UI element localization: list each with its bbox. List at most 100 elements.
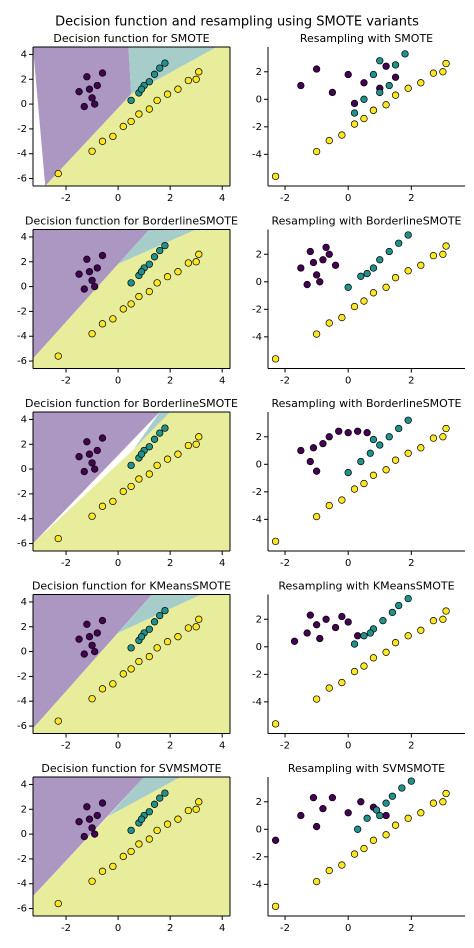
x-tick-label: 2 bbox=[408, 558, 414, 569]
y-tick-label: -4 bbox=[252, 879, 262, 890]
point bbox=[88, 94, 96, 102]
point bbox=[75, 818, 83, 826]
y-tick-label: -2 bbox=[252, 122, 262, 133]
y-tick-label: -2 bbox=[17, 489, 27, 500]
point bbox=[137, 450, 146, 458]
point bbox=[135, 840, 143, 848]
point bbox=[150, 800, 159, 808]
point bbox=[312, 822, 321, 831]
point bbox=[88, 276, 96, 285]
x-tick-label: 2 bbox=[408, 741, 414, 752]
point bbox=[439, 433, 447, 441]
point bbox=[83, 620, 91, 628]
point bbox=[184, 259, 193, 267]
point bbox=[80, 467, 88, 476]
y-tick-label: 0 bbox=[256, 824, 262, 835]
point bbox=[344, 809, 352, 817]
point bbox=[357, 457, 365, 466]
point bbox=[372, 806, 381, 814]
point bbox=[331, 261, 340, 269]
point bbox=[137, 268, 146, 276]
point bbox=[442, 242, 450, 250]
point bbox=[391, 456, 400, 464]
decision-region bbox=[33, 594, 152, 729]
point bbox=[80, 832, 88, 841]
point bbox=[344, 283, 352, 291]
point bbox=[83, 255, 91, 263]
point bbox=[127, 665, 135, 673]
point bbox=[156, 429, 164, 437]
x-tick-label: 2 bbox=[167, 376, 173, 387]
subplot-title: Resampling with BorderlineSMOTE bbox=[271, 215, 461, 228]
point bbox=[404, 449, 412, 457]
point bbox=[192, 623, 200, 631]
point bbox=[271, 836, 280, 844]
point bbox=[195, 68, 203, 76]
point bbox=[127, 96, 135, 105]
decision-region bbox=[133, 412, 171, 450]
point bbox=[325, 501, 333, 510]
point bbox=[369, 471, 378, 479]
y-tick-label: 0 bbox=[21, 647, 27, 658]
point bbox=[360, 479, 368, 488]
point bbox=[417, 626, 425, 634]
point bbox=[91, 465, 99, 473]
y-tick-label: 2 bbox=[256, 432, 262, 443]
y-tick-label: 0 bbox=[256, 94, 262, 105]
subplot-title: Resampling with SMOTE bbox=[300, 32, 433, 45]
point bbox=[391, 821, 400, 829]
point bbox=[325, 319, 333, 327]
point bbox=[385, 433, 393, 441]
point bbox=[369, 70, 378, 79]
point bbox=[145, 625, 153, 633]
point bbox=[398, 784, 406, 792]
point bbox=[80, 102, 88, 111]
y-tick-label: 0 bbox=[21, 829, 27, 840]
point bbox=[325, 433, 333, 441]
point bbox=[338, 678, 346, 687]
point bbox=[335, 427, 343, 435]
point bbox=[309, 444, 318, 452]
point bbox=[85, 450, 94, 458]
x-tick-label: -2 bbox=[280, 193, 290, 204]
point bbox=[376, 441, 384, 449]
point bbox=[391, 61, 400, 69]
point bbox=[163, 638, 172, 646]
point bbox=[306, 247, 314, 256]
decision-region bbox=[33, 777, 145, 897]
point bbox=[145, 470, 153, 478]
y-tick-label: -4 bbox=[252, 697, 262, 708]
point bbox=[382, 62, 390, 70]
y-tick-label: 4 bbox=[21, 49, 27, 60]
y-tick-label: -2 bbox=[17, 306, 27, 317]
point bbox=[93, 629, 101, 637]
point bbox=[429, 251, 438, 260]
point bbox=[150, 435, 159, 443]
subplot-title: Decision function for BorderlineSMOTE bbox=[25, 397, 238, 410]
y-tick-label: 0 bbox=[256, 642, 262, 653]
y-tick-label: -6 bbox=[17, 356, 27, 367]
y-tick-label: -2 bbox=[17, 854, 27, 865]
point bbox=[271, 355, 280, 363]
x-tick-label: 2 bbox=[408, 376, 414, 387]
point bbox=[442, 607, 450, 615]
point bbox=[439, 798, 447, 806]
point bbox=[137, 85, 146, 93]
point bbox=[379, 616, 387, 625]
point bbox=[153, 461, 161, 470]
point bbox=[325, 250, 333, 258]
point bbox=[174, 268, 182, 276]
point bbox=[404, 416, 412, 424]
point bbox=[153, 96, 161, 105]
point bbox=[404, 632, 412, 640]
point bbox=[442, 789, 450, 798]
point bbox=[297, 264, 305, 272]
x-tick-label: -2 bbox=[61, 558, 71, 569]
point bbox=[75, 270, 83, 278]
y-tick-label: -2 bbox=[17, 124, 27, 135]
point bbox=[404, 84, 412, 92]
point bbox=[88, 459, 96, 467]
x-tick-label: 0 bbox=[115, 923, 121, 934]
y-tick-label: 4 bbox=[21, 779, 27, 790]
